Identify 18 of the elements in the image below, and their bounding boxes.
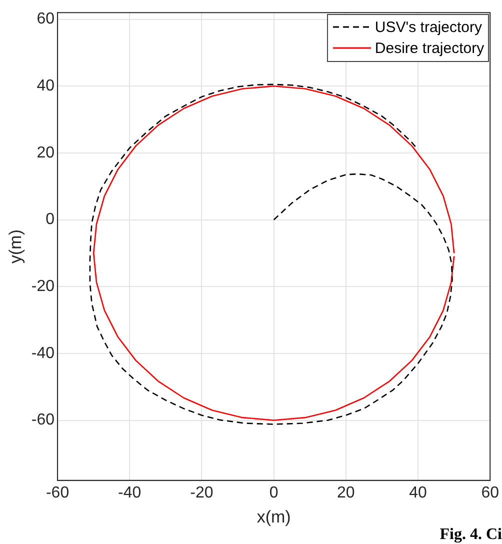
y-tick-label: -40 xyxy=(31,344,55,362)
x-tick-label: 20 xyxy=(337,484,355,502)
y-tick-label: 60 xyxy=(36,10,55,28)
caption: Fig. 4. Ci xyxy=(440,526,502,544)
y-tick-label: 0 xyxy=(46,211,55,228)
x-tick-label: -40 xyxy=(118,484,142,502)
y-tick-label: -60 xyxy=(31,412,55,429)
legend-label: Desire trajectory xyxy=(374,40,484,57)
x-tick-label: 40 xyxy=(409,484,428,502)
x-tick-label: 60 xyxy=(481,484,500,502)
x-axis-title: x(m) xyxy=(256,507,291,526)
x-tick-label: -20 xyxy=(190,484,214,502)
legend-label: USV's trajectory xyxy=(374,18,482,36)
x-tick-label: 0 xyxy=(269,484,278,502)
y-tick-label: 40 xyxy=(36,78,55,95)
y-tick-label: 20 xyxy=(36,144,55,162)
y-tick-label: -20 xyxy=(31,278,55,296)
y-axis-title: y(m) xyxy=(6,230,25,264)
